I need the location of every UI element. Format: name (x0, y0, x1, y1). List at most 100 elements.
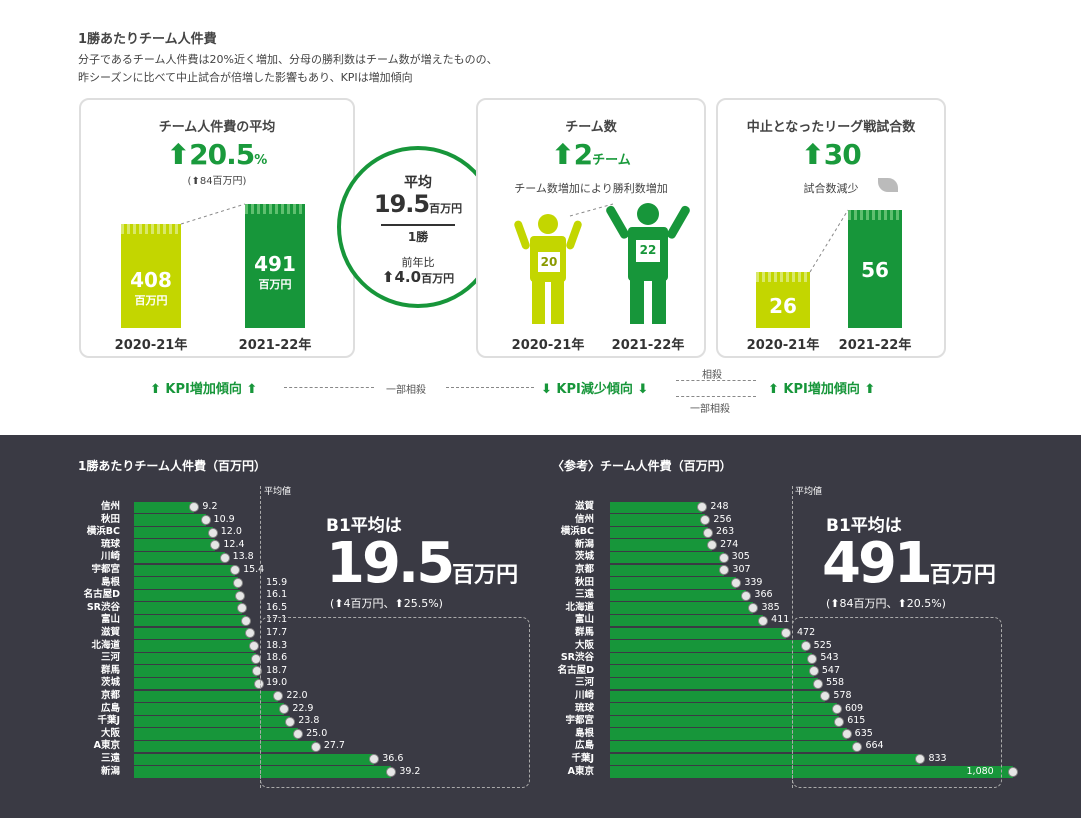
teams-change-value: 2 (573, 138, 594, 171)
team-label: 新潟 (574, 538, 594, 550)
team-label: 名古屋D (83, 589, 120, 601)
team-label: 三遠 (100, 753, 120, 764)
player-2020-icon (514, 214, 582, 324)
chart1-callout-value: 19.5百万円 (326, 531, 518, 596)
up-arrow-icon: ⬆ (801, 138, 824, 171)
average-unit: 百万円 (429, 202, 463, 215)
year-label: 2020-21年 (511, 338, 585, 353)
team-label: 滋賀 (100, 627, 120, 638)
team-bar (134, 564, 236, 577)
chart2-callout-label: B1平均は (826, 516, 902, 536)
jersey-number-2020: 20 (540, 255, 558, 269)
section-description: 分子であるチーム人件費は20%近く増加、分母の勝利数はチーム数が増えたものの、 … (78, 51, 598, 87)
offset-arrow-line (284, 387, 374, 388)
team-label: SR渋谷 (560, 652, 594, 664)
team-label: 秋田 (574, 576, 594, 588)
basketball-icon (834, 716, 845, 727)
team-label: 琉球 (574, 702, 594, 714)
team-label: 川崎 (574, 690, 594, 701)
basketball-icon (707, 540, 718, 551)
team-label: 富山 (100, 614, 120, 626)
card-payroll-title: チーム人件費の平均 (158, 120, 276, 135)
team-value: 263 (716, 526, 735, 538)
team-value: 15.4 (243, 564, 265, 575)
jersey-number-2021: 22 (639, 243, 657, 257)
callout-unit: 百万円 (452, 563, 519, 588)
team-value: 248 (710, 501, 729, 512)
player-figures (514, 203, 690, 324)
payroll-change-note: (⬆84百万円) (187, 176, 247, 187)
bar-value: 491 (254, 252, 296, 276)
kpi-summary-section: 1勝あたりチーム人件費 分子であるチーム人件費は20%近く増加、分母の勝利数はチ… (78, 32, 946, 415)
team-bar (134, 614, 247, 627)
banknote-stack-icon (121, 224, 181, 236)
team-value: 664 (865, 740, 884, 752)
chart2-callout-sub: (⬆84百万円、⬆20.5%) (826, 597, 946, 610)
fraction-divider (381, 224, 455, 226)
team-bar (610, 602, 754, 614)
year-label: 2021-22年 (611, 338, 685, 353)
team-label: 琉球 (100, 538, 120, 550)
payroll-change: ⬆20.5% (81, 138, 353, 171)
cancel-note: 試合数減少 (803, 182, 859, 195)
team-bar (610, 614, 764, 627)
team-label: 京都 (574, 564, 594, 575)
team-value: 385 (761, 601, 780, 613)
team-value: 558 (825, 677, 845, 689)
team-bar (610, 627, 786, 640)
chart1-callout-label: B1平均は (326, 516, 402, 536)
team-label: 北海道 (565, 601, 594, 613)
team-label: 北海道 (91, 639, 120, 651)
team-value: 13.8 (232, 551, 254, 563)
basketball-icon (386, 766, 397, 777)
average-per-win-circle: 平均 19.5百万円 1勝 前年比 ⬆4.0百万円 (337, 146, 499, 308)
team-bar (134, 577, 239, 589)
basketball-icon (293, 729, 304, 740)
team-label: 大阪 (574, 639, 594, 651)
team-bar (610, 539, 713, 551)
card-payroll-average: チーム人件費の平均 ⬆20.5% (⬆84百万円) 408 百万円 491 百万… (79, 98, 355, 358)
chart2-avg-label: 平均値 (795, 487, 823, 497)
basketball-icon (800, 640, 811, 651)
payroll-change-unit: % (254, 153, 268, 168)
offset-line (446, 387, 534, 388)
team-label: 新潟 (100, 765, 120, 777)
basketball-icon (758, 615, 769, 626)
team-label: 名古屋D (557, 664, 594, 676)
team-value: 609 (844, 702, 864, 714)
team-bar (610, 766, 1013, 778)
basketball-icon (219, 552, 230, 563)
card-teams-title: チーム数 (565, 120, 617, 135)
team-value: 27.7 (323, 740, 345, 752)
team-value: 366 (754, 589, 773, 601)
team-value: 635 (854, 727, 873, 739)
year-label: 2020-21年 (746, 338, 820, 353)
team-value: 525 (813, 639, 832, 651)
basketball-icon (207, 527, 218, 538)
team-value: 1,080 (966, 765, 994, 777)
team-value: 18.7 (266, 664, 288, 676)
team-value: 339 (744, 576, 763, 588)
team-bar (134, 715, 291, 728)
cancel-bar-2020: 26 (756, 282, 810, 328)
ranking-section: 1勝あたりチーム人件費（百万円） 〈参考〉チーム人件費（百万円） 平均値 平均値… (0, 435, 1081, 818)
team-label: 信州 (100, 501, 120, 512)
offset-label: 相殺 (702, 370, 722, 381)
team-label: 島根 (100, 576, 120, 588)
basketball-icon (780, 628, 791, 639)
yoy-value: ⬆4.0百万円 (341, 268, 495, 286)
bar-unit: 百万円 (258, 278, 292, 291)
basketball-icon (841, 729, 852, 740)
team-bar (610, 640, 806, 652)
team-bar (134, 526, 213, 539)
leaf-icon (878, 178, 898, 192)
team-value: 17.1 (266, 614, 288, 626)
team-bar (610, 564, 725, 577)
team-bar (134, 602, 243, 614)
basketball-icon (234, 590, 245, 601)
team-label: 群馬 (100, 664, 120, 676)
up-arrow-icon: ⬆ (381, 268, 395, 286)
basketball-icon (697, 502, 708, 513)
team-bar (134, 728, 299, 740)
basketball-icon (200, 514, 211, 525)
